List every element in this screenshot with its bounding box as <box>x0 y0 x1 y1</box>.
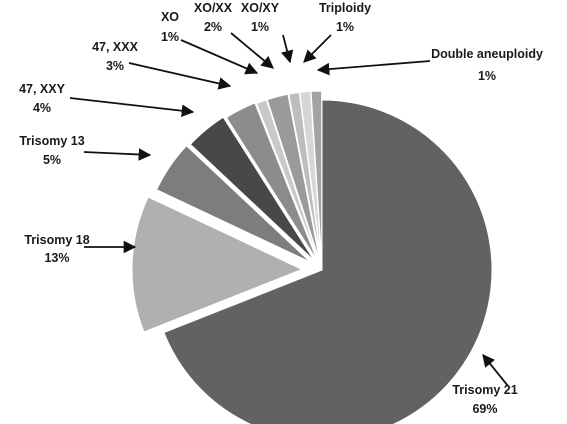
slice-label-name-xo-xx: XO/XX <box>194 1 233 15</box>
pie-slice-double-aneuploidy <box>310 90 323 262</box>
slice-label-value-xo-xy: 1% <box>251 20 269 34</box>
callout-arrow-triploidy <box>303 34 332 63</box>
slice-label-name-47-xxx: 47, XXX <box>92 40 139 54</box>
slice-labels: Trisomy 21 69% Trisomy 18 13% Trisomy 13 5% 47… <box>19 1 543 416</box>
slice-label-name-trisomy-18: Trisomy 18 <box>24 233 89 247</box>
slice-label-value-trisomy-18: 13% <box>44 251 69 265</box>
callout-arrow-trisomy-13 <box>83 148 152 161</box>
pie-slice-trisomy-21 <box>163 99 493 424</box>
callout-arrow-trisomy-21 <box>482 354 509 387</box>
slice-label-value-triploidy: 1% <box>336 20 354 34</box>
callout-arrow-xo-xx <box>230 32 274 69</box>
slice-label-value-47-xxy: 4% <box>33 101 51 115</box>
slice-label-name-xo: XO <box>161 10 179 24</box>
slice-label-name-trisomy-21: Trisomy 21 <box>452 383 517 397</box>
pie-slice-xo-xy <box>288 91 322 262</box>
pie-slice-xo <box>255 99 320 262</box>
slice-label-name-trisomy-13: Trisomy 13 <box>19 134 84 148</box>
slice-label-value-xo: 1% <box>161 30 179 44</box>
pie-slice-trisomy-13 <box>155 145 311 263</box>
slice-label-value-xo-xx: 2% <box>204 20 222 34</box>
pie-slice-47-xxx <box>225 102 318 262</box>
slice-label-value-double-aneuploidy: 1% <box>478 69 496 83</box>
slice-label-name-triploidy: Triploidy <box>319 1 371 15</box>
slice-label-name-double-aneuploidy: Double aneuploidy <box>431 47 543 61</box>
callout-arrow-47-xxy <box>69 97 195 117</box>
pie-slice-triploidy <box>299 90 322 262</box>
callout-arrow-double-aneuploidy <box>316 60 431 76</box>
callout-arrows <box>69 32 509 387</box>
slice-label-value-trisomy-13: 5% <box>43 153 61 167</box>
slice-label-value-47-xxx: 3% <box>106 59 124 73</box>
callout-arrow-xo-xy <box>281 34 294 64</box>
pie-slices <box>131 90 493 424</box>
callout-arrow-xo <box>180 39 259 75</box>
callout-arrow-47-xxx <box>128 62 232 90</box>
slice-label-value-trisomy-21: 69% <box>472 402 497 416</box>
pie-slice-47-xxy <box>189 116 315 262</box>
slice-label-name-xo-xy: XO/XY <box>241 1 280 15</box>
pie-slice-trisomy-18 <box>131 196 304 333</box>
slice-label-name-47-xxy: 47, XXY <box>19 82 66 96</box>
pie-slice-xo-xx <box>266 93 321 262</box>
